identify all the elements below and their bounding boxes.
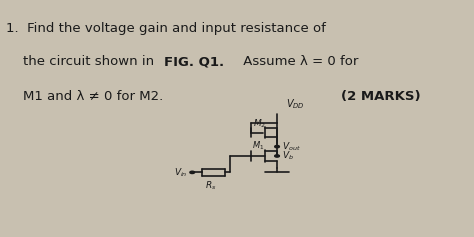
Text: M1 and λ ≠ 0 for M2.: M1 and λ ≠ 0 for M2. — [6, 90, 164, 103]
Text: $V_{out}$: $V_{out}$ — [282, 140, 301, 153]
Text: $V_{DD}$: $V_{DD}$ — [286, 98, 305, 111]
Text: 1.  Find the voltage gain and input resistance of: 1. Find the voltage gain and input resis… — [6, 23, 326, 36]
Text: $R_s$: $R_s$ — [205, 179, 217, 192]
Text: $M_1$: $M_1$ — [252, 140, 264, 152]
Text: $M_2$: $M_2$ — [254, 118, 267, 130]
Text: FIG. Q1.: FIG. Q1. — [164, 55, 224, 68]
Circle shape — [275, 155, 279, 157]
Circle shape — [190, 171, 195, 173]
Text: the circuit shown in: the circuit shown in — [6, 55, 158, 68]
Text: Assume λ = 0 for: Assume λ = 0 for — [239, 55, 359, 68]
Circle shape — [275, 146, 279, 148]
Text: $V_b$: $V_b$ — [282, 150, 294, 162]
Text: (2 MARKS): (2 MARKS) — [341, 90, 420, 103]
Text: $V_{in}$: $V_{in}$ — [174, 166, 188, 179]
